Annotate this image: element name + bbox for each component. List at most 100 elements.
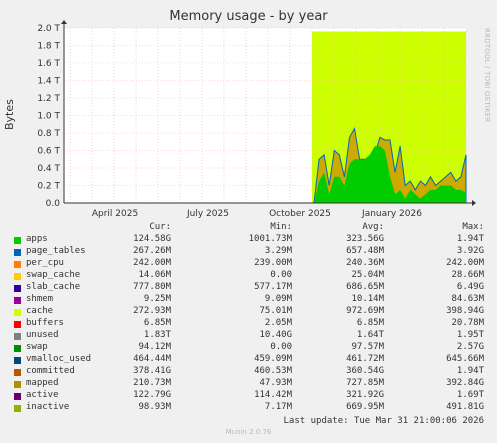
legend-name: vmalloc_used [26,354,92,364]
col-min-header: Min: [270,222,292,232]
legend-swatch [14,381,21,388]
x-tick-label: July 2025 [186,209,229,219]
y-tick-label: 0.6 T [37,147,60,157]
legend-avg: 25.04M [351,270,384,280]
legend-min: 577.17M [254,282,292,292]
legend-max: 1.94T [456,366,484,376]
legend-min: 1001.73M [248,234,292,244]
munin-version: Munin 2.0.76 [225,428,272,436]
chart-title: Memory usage - by year [169,9,328,24]
x-axis-arrow [472,200,476,206]
legend-cur: 124.58G [133,234,171,244]
y-tick-label: 1.0 T [37,112,60,122]
y-tick-label: 0.0 [46,199,61,209]
legend-min: 459.09M [254,354,292,364]
apps-area [314,146,466,203]
legend-min: 114.42M [254,390,292,400]
y-tick-label: 2.0 T [37,24,60,34]
legend-swatch [14,273,21,280]
legend-max: 1.94T [456,234,484,244]
legend-name: shmem [26,294,54,304]
legend-avg: 657.48M [346,246,384,256]
legend-cur: 9.25M [143,294,171,304]
legend-avg: 1.64T [356,330,384,340]
legend-name: active [26,390,59,400]
legend-name: swap_cache [26,270,81,280]
y-tick-label: 1.6 T [37,59,60,69]
legend-name: mapped [26,378,59,388]
legend-row-swap: swap 94.12M 0.00 97.57M 2.57G [0,342,497,354]
legend-row-page-tables: page_tables 267.26M 3.29M 657.48M 3.92G [0,246,497,258]
legend-row-shmem: shmem 9.25M 9.09M 10.14M 84.63M [0,294,497,306]
legend-cur: 272.93M [133,306,171,316]
legend-row-inactive: inactive 98.93M 7.17M 669.95M 491.81G [0,402,497,414]
legend-swatch [14,321,21,328]
legend-max: 6.49G [456,282,484,292]
legend-row-vmalloc-used: vmalloc_used 464.44M 459.09M 461.72M 645.66M [0,354,497,366]
legend-cur: 94.12M [138,342,171,352]
legend-max: 2.57G [456,342,484,352]
y-axis-arrow [61,20,67,24]
x-tick-label: January 2026 [361,209,422,219]
legend-swatch [14,249,21,256]
legend-name: apps [26,234,48,244]
y-tick-label: 0.8 T [37,129,60,139]
y-tick-label: 0.4 T [37,164,60,174]
legend-min: 3.29M [264,246,292,256]
col-cur-header: Cur: [149,222,171,232]
legend-avg: 323.56G [346,234,384,244]
legend-swatch [14,297,21,304]
legend-swatch [14,393,21,400]
y-tick-label: 1.8 T [37,42,60,52]
legend-cur: 98.93M [138,402,171,412]
legend-avg: 686.65M [346,282,384,292]
legend-max: 1.69T [456,390,484,400]
legend-avg: 972.69M [346,306,384,316]
legend-header: Cur: Min: Avg: Max: [0,222,497,234]
legend-min: 47.93M [259,378,292,388]
legend-min: 0.00 [270,270,292,280]
legend-cur: 378.41G [133,366,171,376]
legend-name: buffers [26,318,64,328]
legend-swatch [14,261,21,268]
legend-row-active: active 122.79G 114.42M 321.92G 1.69T [0,390,497,402]
legend-swatch [14,285,21,292]
legend-min: 9.09M [264,294,292,304]
legend-max: 1.95T [456,330,484,340]
legend-avg: 97.57M [351,342,384,352]
legend-avg: 321.92G [346,390,384,400]
legend-name: per_cpu [26,258,64,268]
y-tick-label: 1.2 T [37,94,60,104]
legend-swatch [14,405,21,412]
legend-max: 645.66M [446,354,484,364]
legend-cur: 464.44M [133,354,171,364]
legend-swatch [14,333,21,340]
legend-max: 20.78M [451,318,484,328]
legend-avg: 360.54G [346,366,384,376]
rrdtool-watermark: RRDTOOL / TOBI OETIKER [483,28,491,123]
legend-avg: 461.72M [346,354,384,364]
legend-row-apps: apps 124.58G 1001.73M 323.56G 1.94T [0,234,497,246]
legend-row-per-cpu: per_cpu 242.00M 239.00M 240.36M 242.00M [0,258,497,270]
legend-name: unused [26,330,59,340]
legend-avg: 10.14M [351,294,384,304]
legend-row-cache: cache 272.93M 75.01M 972.69M 398.94G [0,306,497,318]
legend-row-buffers: buffers 6.85M 2.05M 6.85M 20.78M [0,318,497,330]
legend-max: 3.92G [456,246,484,256]
legend-min: 10.40G [259,330,292,340]
legend-row-unused: unused 1.83T 10.40G 1.64T 1.95T [0,330,497,342]
legend-min: 460.53M [254,366,292,376]
legend-min: 75.01M [259,306,292,316]
y-tick-label: 1.4 T [37,77,60,87]
x-tick-label: April 2025 [92,209,138,219]
legend-name: page_tables [26,246,86,256]
legend-row-slab-cache: slab_cache 777.80M 577.17M 686.65M 6.49G [0,282,497,294]
legend-row-mapped: mapped 210.73M 47.93M 727.85M 392.84G [0,378,497,390]
col-max-header: Max: [462,222,484,232]
legend-max: 242.00M [446,258,484,268]
legend-cur: 122.79G [133,390,171,400]
legend-name: swap [26,342,48,352]
legend-cur: 777.80M [133,282,171,292]
legend-cur: 267.26M [133,246,171,256]
col-avg-header: Avg: [362,222,384,232]
